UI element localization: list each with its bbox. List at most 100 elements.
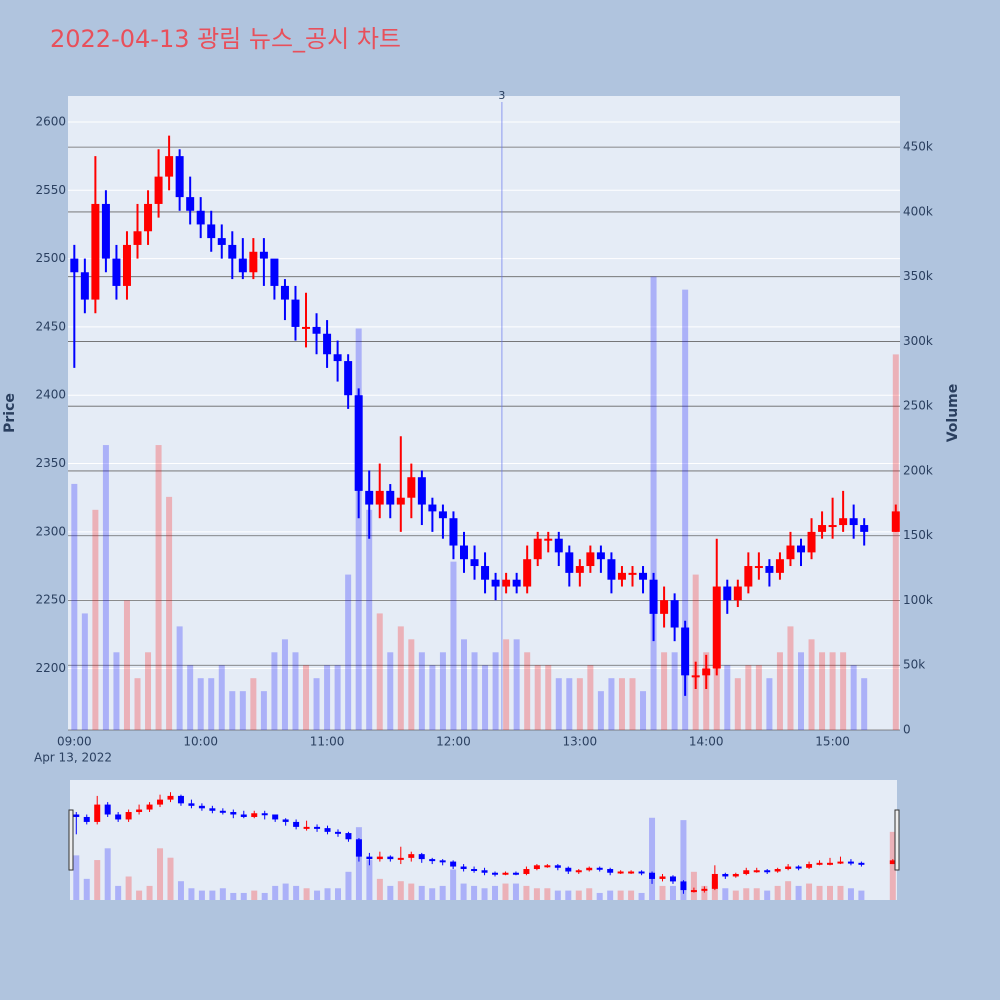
volume-bar [113,652,120,730]
mini-volume-bar [261,892,268,900]
candle-body [523,559,532,587]
mini-volume-bar [115,885,122,900]
mini-candle-body [628,871,635,874]
mini-volume-bar [596,892,603,900]
mini-volume-bar [314,890,321,900]
volume-bar [460,639,467,730]
volume-bar [671,652,678,730]
y-tick-label: 2500 [35,251,66,265]
volume-bar [892,354,899,730]
mini-candle-body [230,812,237,815]
mini-volume-bar [554,890,561,900]
volume-bar [429,665,436,730]
mini-candle-body [408,854,415,858]
mini-volume-bar [429,888,436,900]
volume-bar [397,626,404,730]
mini-volume-bar [136,890,143,900]
volume-bar [271,652,278,730]
mini-candle-body [492,872,499,875]
mini-candle-body [429,859,436,862]
mini-candle-body [418,854,425,860]
volume-bar [650,276,657,730]
volume-bar [661,652,668,730]
slider-handle[interactable] [894,809,900,871]
y-tick-label: 2200 [35,661,66,675]
candle-body [270,258,279,286]
volume-bar [640,691,647,730]
mini-candle-body [94,804,101,822]
mini-candle-body [586,867,593,871]
candle-body [417,477,426,505]
mini-candle-body [512,872,519,875]
candle-body [154,176,163,204]
candle-body [733,586,742,601]
mini-volume-bar [806,883,813,900]
volume-bar [313,678,320,730]
y2-tick-label: 0 [903,723,911,737]
mini-volume-bar [774,885,781,900]
x-tick-label: 10:00 [183,735,218,749]
volume-bar [155,445,162,730]
candle-body [101,203,110,259]
candle-body [860,525,869,532]
volume-bar [576,678,583,730]
slider-handle[interactable] [68,809,74,871]
x-tick-label: 14:00 [689,735,724,749]
candle-body [681,627,690,676]
mini-candle-body [104,804,111,815]
mini-volume-bar [690,871,697,900]
volume-bar [197,678,204,730]
candle-body [839,518,848,526]
volume-bar [145,652,152,730]
volume-bar [492,652,499,730]
candle-body [249,251,258,273]
volume-bar [366,509,373,730]
candle-body [365,490,374,505]
mini-candle-body [439,860,446,863]
candle-body [544,538,553,541]
volume-bar [471,652,478,730]
mini-candle-body [83,816,90,822]
mini-volume-bar [753,888,760,900]
mini-volume-bar [73,855,80,900]
mini-volume-bar [669,885,676,900]
mini-volume-bar [743,888,750,900]
candle-body [323,333,332,355]
mini-volume-bar [387,885,394,900]
mini-candle-body [198,805,205,809]
range-slider[interactable] [70,780,897,900]
x-tick-label: 09:00 [57,735,92,749]
volume-bar [324,665,331,730]
mini-volume-bar [282,883,289,900]
volume-bar [703,652,710,730]
candle-body [660,600,669,614]
candle-body [122,244,131,286]
mini-candle-body [523,869,530,874]
mini-volume-bar [471,885,478,900]
mini-candle-body [669,876,676,882]
mini-candle-body [136,809,143,813]
candle-body [386,490,395,505]
y2-tick-label: 350k [903,269,933,283]
mini-volume-bar [324,888,331,900]
volume-bar [734,678,741,730]
x-tick-label: 11:00 [310,735,345,749]
volume-bar [745,665,752,730]
mini-candle-body [565,867,572,872]
candle-body [144,203,153,232]
mini-volume-bar [659,885,666,900]
candle-body [354,395,363,491]
volume-bar [450,561,457,730]
mini-volume-bar [638,892,645,900]
volume-bar [840,652,847,730]
mini-volume-bar [125,876,132,900]
candle-body [449,518,458,546]
mini-candle-body [219,810,226,813]
volume-bar [187,665,194,730]
candle-body [491,579,500,587]
mini-volume-bar [502,883,509,900]
volume-bar [682,289,689,730]
volume-bar [545,665,552,730]
volume-bar [355,328,362,730]
volume-bar [850,665,857,730]
